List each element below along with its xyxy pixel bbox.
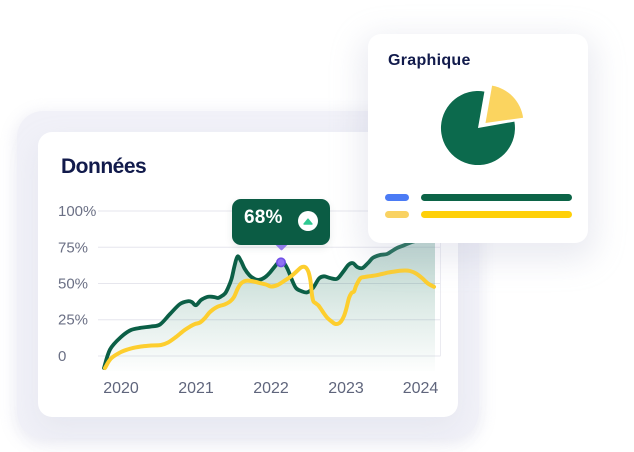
svg-text:2021: 2021 xyxy=(178,380,214,397)
svg-text:25%: 25% xyxy=(58,312,88,329)
svg-text:2022: 2022 xyxy=(253,380,289,397)
svg-text:100%: 100% xyxy=(58,203,96,220)
svg-text:2020: 2020 xyxy=(103,380,139,397)
svg-text:2023: 2023 xyxy=(328,380,364,397)
svg-text:0: 0 xyxy=(58,348,66,365)
svg-text:75%: 75% xyxy=(58,239,88,256)
svg-text:2024: 2024 xyxy=(403,380,439,397)
svg-text:50%: 50% xyxy=(58,276,88,293)
